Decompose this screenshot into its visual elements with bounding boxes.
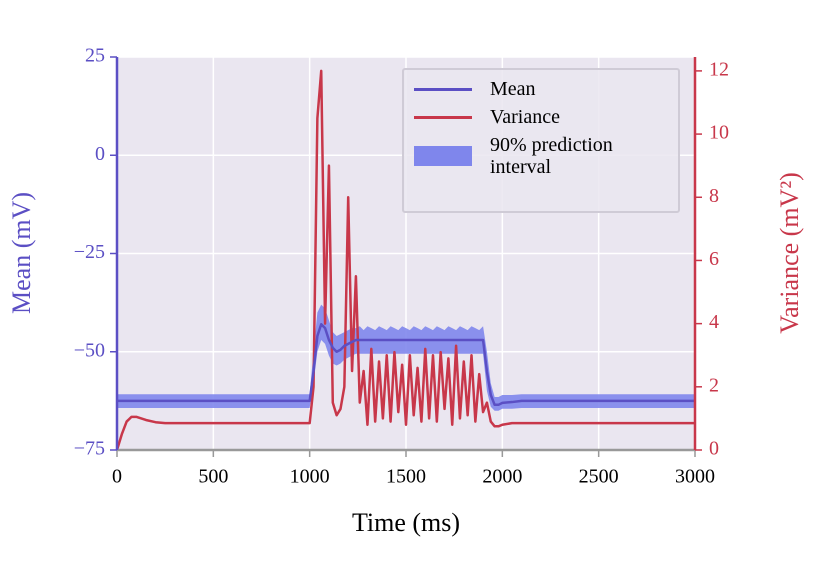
line-mean xyxy=(117,322,695,407)
y-tick-label: 0 xyxy=(95,143,105,165)
y-tick-label: −75 xyxy=(74,438,105,460)
x-tick-label: 1500 xyxy=(386,466,426,488)
legend-label: Mean xyxy=(490,78,536,100)
x-tick-label: 2000 xyxy=(482,466,522,488)
legend: Mean Variance 90% prediction interval xyxy=(402,68,680,213)
x-tick-label: 500 xyxy=(198,466,228,488)
legend-label: 90% prediction interval xyxy=(490,134,613,178)
y2-tick-label: 12 xyxy=(709,58,729,80)
y2-tick-label: 10 xyxy=(709,122,729,144)
y2-tick-label: 6 xyxy=(709,248,719,270)
x-tick-label: 2500 xyxy=(579,466,619,488)
x-tick-label: 0 xyxy=(112,466,122,488)
x-tick-label: 1000 xyxy=(290,466,330,488)
y2-tick-label: 2 xyxy=(709,374,719,396)
y2-tick-label: 0 xyxy=(709,438,719,460)
legend-item: 90% prediction interval xyxy=(414,134,668,178)
legend-item: Mean xyxy=(414,78,668,100)
legend-label: Variance xyxy=(490,106,560,128)
marks xyxy=(115,69,695,451)
legend-swatch xyxy=(414,146,472,166)
y-axis-label: Mean (mV) xyxy=(7,192,36,314)
legend-item: Variance xyxy=(414,106,668,128)
y-tick-label: 25 xyxy=(85,45,105,67)
legend-swatch xyxy=(414,116,472,119)
y-tick-label: −25 xyxy=(74,241,105,263)
y2-axis-label: Variance (mV²) xyxy=(775,172,804,334)
legend-swatch xyxy=(414,88,472,91)
axes: 0 500 1000 1500 2000 2500 3000 −75 −50 −25 0 25 0 2 4 6… xyxy=(74,45,729,488)
x-tick-label: 3000 xyxy=(675,466,715,488)
y2-tick-label: 8 xyxy=(709,185,719,207)
x-axis-label: Time (ms) xyxy=(352,508,460,537)
y-tick-label: −50 xyxy=(74,339,105,361)
line-variance xyxy=(115,69,695,451)
y2-tick-label: 4 xyxy=(709,311,719,333)
